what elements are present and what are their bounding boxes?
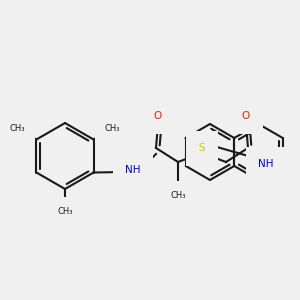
Text: CH₃: CH₃ xyxy=(57,206,73,215)
Text: CH₃: CH₃ xyxy=(105,124,120,133)
Text: CH₃: CH₃ xyxy=(170,190,186,200)
Text: S: S xyxy=(199,143,205,153)
Text: O: O xyxy=(154,111,162,121)
Text: NH: NH xyxy=(258,159,274,169)
Text: CH₃: CH₃ xyxy=(10,124,25,133)
Text: NH: NH xyxy=(125,165,141,175)
Text: O: O xyxy=(242,111,250,121)
